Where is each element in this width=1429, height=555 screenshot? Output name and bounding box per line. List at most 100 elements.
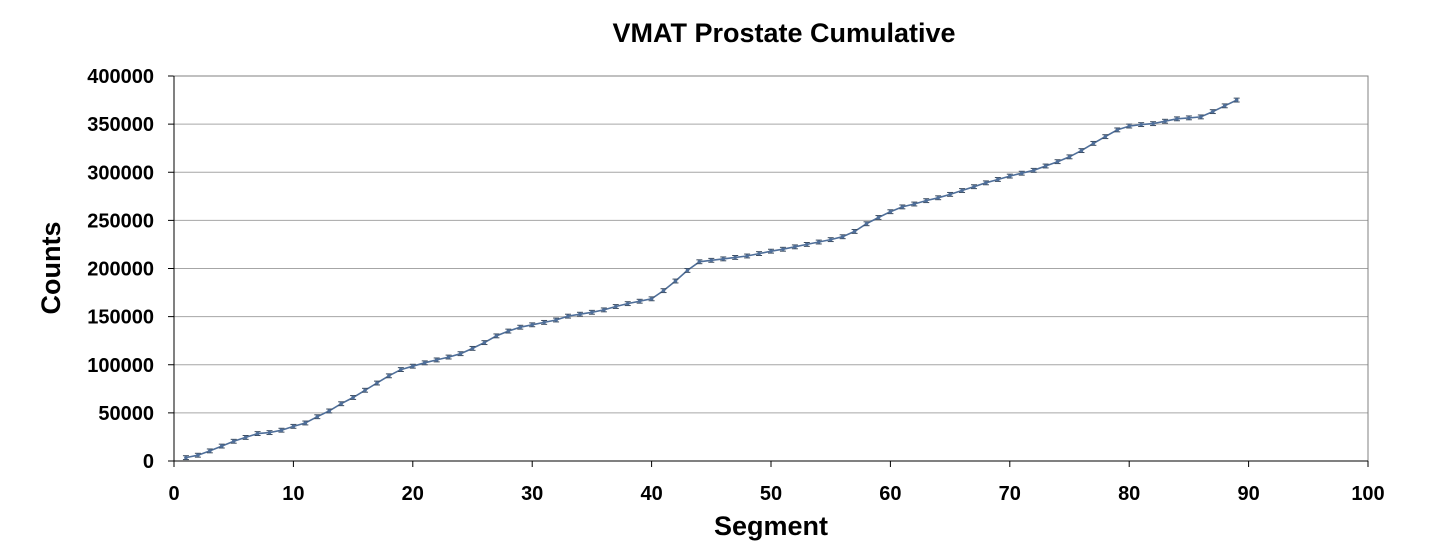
data-point <box>363 388 367 393</box>
data-point <box>303 421 308 425</box>
data-point <box>434 358 439 362</box>
data-point <box>339 401 343 406</box>
y-tick-label: 200000 <box>87 259 154 281</box>
x-tick-label: 0 <box>168 483 179 505</box>
y-tick-label: 400000 <box>87 66 154 88</box>
data-point <box>554 318 558 322</box>
data-point <box>924 198 929 203</box>
data-point <box>446 355 451 359</box>
y-tick-label: 0 <box>143 451 154 473</box>
data-point <box>852 229 857 234</box>
data-point <box>649 297 654 301</box>
data-point <box>697 259 702 264</box>
data-point <box>876 215 881 220</box>
data-point <box>1127 124 1131 128</box>
chart-title: VMAT Prostate Cumulative <box>612 18 955 48</box>
data-point <box>542 320 546 325</box>
data-point <box>769 249 773 253</box>
data-point <box>781 247 785 252</box>
data-point <box>590 310 594 315</box>
data-point <box>972 184 976 189</box>
data-point <box>506 329 511 333</box>
data-point <box>984 181 988 185</box>
data-point <box>948 192 952 197</box>
data-point <box>1067 155 1072 159</box>
data-point <box>219 444 224 448</box>
x-tick-label: 90 <box>1237 483 1259 505</box>
data-point <box>422 361 427 365</box>
data-point <box>757 251 761 256</box>
data-point <box>888 209 893 214</box>
data-point <box>1187 116 1191 120</box>
x-tick-label: 100 <box>1351 483 1384 505</box>
data-point <box>494 334 499 338</box>
data-point <box>1151 121 1155 126</box>
data-point <box>1043 164 1048 168</box>
data-point <box>613 304 618 309</box>
y-tick-label: 150000 <box>87 307 154 329</box>
data-point <box>996 177 1000 182</box>
data-point <box>196 453 200 458</box>
x-tick-label: 40 <box>640 483 662 505</box>
data-point <box>1103 134 1108 139</box>
data-point <box>279 428 284 433</box>
data-series <box>182 97 1240 461</box>
data-point <box>1210 109 1215 114</box>
data-point <box>602 308 606 312</box>
data-point <box>1199 115 1203 119</box>
data-point <box>208 449 212 453</box>
data-point <box>315 414 320 419</box>
y-tick-label: 300000 <box>87 162 154 184</box>
data-point <box>482 340 487 345</box>
data-point <box>709 258 714 263</box>
x-tick-label: 70 <box>999 483 1021 505</box>
data-point <box>1019 171 1024 176</box>
data-point <box>637 299 642 304</box>
data-point <box>184 455 188 460</box>
data-point <box>470 346 475 351</box>
data-point <box>566 314 570 318</box>
data-point <box>1055 159 1060 164</box>
x-tick-label: 10 <box>282 483 304 505</box>
data-point <box>530 323 534 327</box>
x-tick-label: 60 <box>879 483 901 505</box>
data-point <box>733 255 737 260</box>
data-point <box>1139 122 1143 127</box>
data-point <box>518 325 523 330</box>
data-point <box>578 312 582 317</box>
data-point <box>351 395 355 400</box>
x-tick-label: 50 <box>760 483 782 505</box>
data-point <box>816 240 821 244</box>
data-point <box>1031 168 1036 173</box>
gridlines <box>168 75 1368 462</box>
data-point <box>673 279 678 283</box>
data-point <box>828 237 833 242</box>
data-point <box>805 242 809 247</box>
x-tick-label: 80 <box>1118 483 1140 505</box>
data-point <box>387 374 391 378</box>
y-tick-label: 50000 <box>98 403 154 425</box>
y-tick-label: 250000 <box>87 210 154 232</box>
data-point <box>745 254 749 258</box>
y-tick-label: 100000 <box>87 355 154 377</box>
data-point <box>1079 148 1084 153</box>
data-point <box>399 367 403 372</box>
data-point <box>267 430 272 435</box>
data-point <box>375 381 379 385</box>
x-tick-label: 30 <box>521 483 543 505</box>
data-point <box>255 431 260 436</box>
data-point <box>411 364 415 368</box>
data-point <box>960 188 964 193</box>
data-point <box>1115 128 1120 132</box>
data-point <box>458 351 463 356</box>
data-point <box>912 202 917 206</box>
data-point <box>685 268 690 273</box>
data-point <box>327 409 332 413</box>
data-point <box>1008 174 1012 178</box>
data-point <box>625 301 630 306</box>
y-axis-title: Counts <box>36 222 66 315</box>
data-point <box>864 221 869 226</box>
data-point <box>1234 98 1239 102</box>
data-point <box>231 439 236 444</box>
